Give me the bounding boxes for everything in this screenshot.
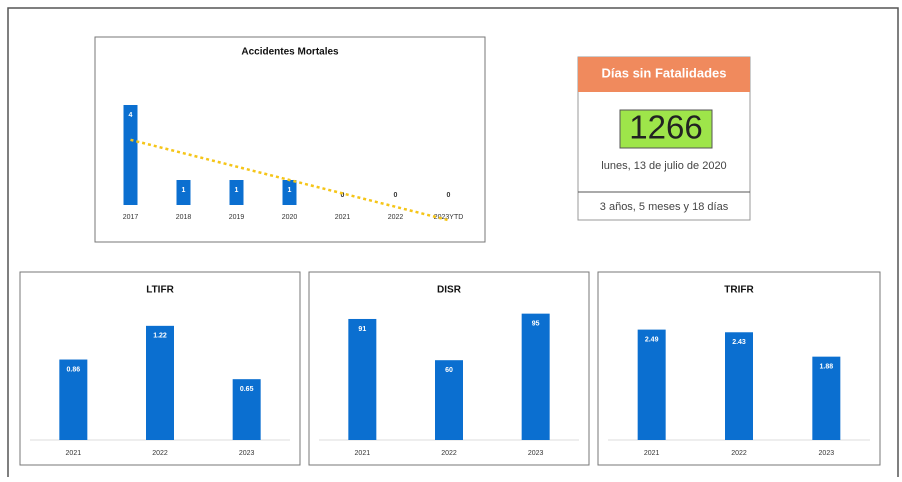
x-tick-label: 2021 [644,450,660,457]
x-tick-label: 2017 [123,214,139,221]
data-label: 60 [445,367,453,374]
bar [521,313,550,440]
bar [637,329,666,440]
trendline [130,138,449,222]
bar [232,379,261,440]
x-tick-label: 2023 [819,450,835,457]
x-tick-label: 2022 [152,450,168,457]
data-label: 95 [532,320,540,327]
data-label: 1.88 [820,363,834,370]
x-tick-label: 2022 [388,214,404,221]
x-tick-label: 2019 [229,214,245,221]
frame [7,7,899,477]
bar [282,180,297,205]
x-tick-label: 2021 [335,214,351,221]
data-label: 1 [182,187,186,194]
chart-title: Accidentes Mortales [241,47,339,58]
data-label: 1 [235,187,239,194]
x-tick-label: 2021 [66,450,82,457]
kpi-value: 1266 [629,109,702,146]
bar [229,180,244,205]
x-tick-label: 2021 [355,450,371,457]
data-label: 1.22 [153,333,167,340]
chart-panel: DISR 91 2021 60 2022 95 2023 [308,271,590,466]
x-tick-label: 2022 [731,450,747,457]
kpi-date: lunes, 13 de julio de 2020 [601,160,726,172]
chart-title: LTIFR [146,285,174,296]
kpi-duration: 3 años, 5 meses y 18 días [600,201,729,213]
x-tick-label: 2022 [441,450,457,457]
data-label: 0 [447,192,451,199]
bar [59,359,88,440]
bar [123,105,138,205]
bar [435,360,463,440]
kpi-title: Días sin Fatalidades [602,65,727,80]
data-label: 0 [394,192,398,199]
x-tick-label: 2020 [282,214,298,221]
bar [176,180,191,205]
bar [348,318,377,440]
chart-title: TRIFR [724,285,754,296]
x-tick-label: 2023YTD [434,214,464,221]
chart-panel: TRIFR 2.49 2021 2.43 2022 1.88 2023 [597,271,881,466]
x-tick-label: 2023 [528,450,544,457]
chart-title: DISR [437,285,462,296]
kpi-value-box [619,109,713,149]
data-label: 0 [341,192,345,199]
data-label: 2.43 [732,339,746,346]
kpi-card: Días sin Fatalidades 1266 lunes, 13 de j… [577,56,751,221]
chart-panel: Accidentes Mortales 4 2017 1 2018 1 2019 1 2020 0… [94,36,486,243]
data-label: 0.65 [240,386,254,393]
bar [146,325,174,440]
data-label: 2.49 [645,336,659,343]
x-tick-label: 2023 [239,450,255,457]
data-label: 4 [129,112,133,119]
bar [812,356,841,440]
data-label: 1 [288,187,292,194]
data-label: 91 [358,326,366,333]
kpi-header [578,57,750,92]
x-tick-label: 2018 [176,214,192,221]
chart-panel: LTIFR 0.86 2021 1.22 2022 0.65 2023 [19,271,301,466]
panel-border [94,36,486,243]
data-label: 0.86 [67,366,81,373]
bar [725,332,753,440]
